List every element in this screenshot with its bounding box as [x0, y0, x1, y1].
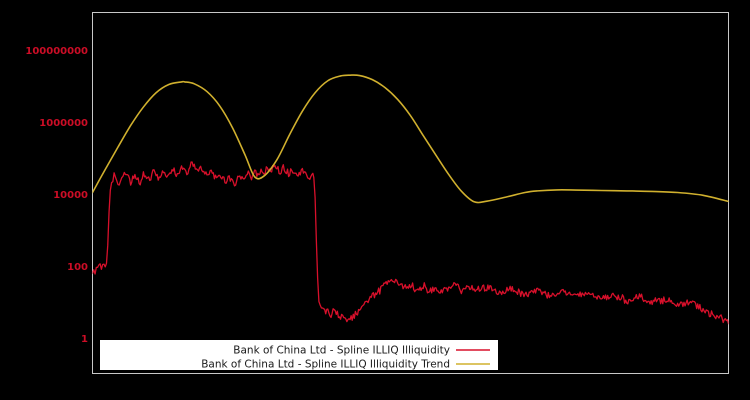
y-axis-tick-label: 1000000	[39, 118, 88, 129]
legend-item-label: Bank of China Ltd - Spline ILLIQ Illiqui…	[201, 359, 450, 371]
y-axis-tick-label: 1	[81, 334, 88, 345]
series-line-illiquidity-trend	[92, 74, 729, 204]
data-series-group	[92, 74, 729, 325]
y-axis-tick-label: 10000	[53, 190, 88, 201]
y-axis-tick-label: 100000000	[25, 46, 88, 57]
series-line-illiquidity	[92, 161, 729, 325]
legend-item-label: Bank of China Ltd - Spline ILLIQ Illiqui…	[233, 345, 450, 357]
chart-legend[interactable]: Bank of China Ltd - Spline ILLIQ Illiqui…	[100, 340, 498, 371]
legend-background	[100, 340, 498, 370]
y-axis-tick-labels: 100000000 1000000 10000 100 1	[25, 46, 88, 345]
y-axis-tick-label: 100	[67, 262, 88, 273]
